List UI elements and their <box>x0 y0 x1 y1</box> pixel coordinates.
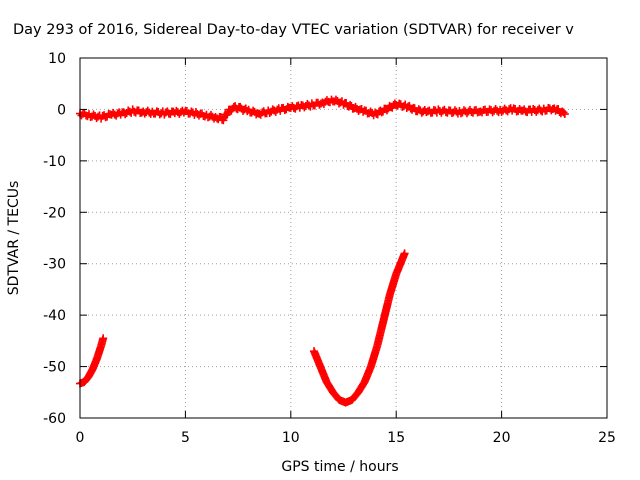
y-tick-label: -60 <box>43 411 66 427</box>
grid <box>80 58 607 418</box>
data-segment <box>309 249 409 407</box>
x-tick-label: 5 <box>181 430 190 446</box>
data-segment <box>76 95 569 125</box>
data-points <box>76 95 569 407</box>
x-tick-label: 20 <box>493 430 511 446</box>
data-segment <box>76 334 108 388</box>
y-tick-label: -40 <box>43 308 66 324</box>
data-point <box>99 334 108 343</box>
y-axis-label: SDTVAR / TECUs <box>6 181 22 296</box>
data-point <box>400 249 409 258</box>
y-tick-label: 0 <box>57 102 66 118</box>
data-point <box>559 108 568 117</box>
x-tick-label: 25 <box>598 430 616 446</box>
ticks <box>79 57 608 419</box>
y-tick-label: -20 <box>43 205 66 221</box>
x-tick-label: 10 <box>282 430 300 446</box>
x-axis-label: GPS time / hours <box>281 459 398 475</box>
chart-title: Day 293 of 2016, Sidereal Day-to-day VTE… <box>13 22 574 38</box>
tick-labels: 0 5 10 15 20 25 10 0 -10 -20 -30 -40 -50 -60 <box>43 51 616 446</box>
y-tick-label: -30 <box>43 257 66 273</box>
plot-frame <box>79 57 608 419</box>
x-tick-label: 0 <box>76 430 85 446</box>
data-point <box>560 110 569 119</box>
y-tick-label: -50 <box>43 360 66 376</box>
y-tick-label: -10 <box>43 154 66 170</box>
data-point <box>222 110 231 119</box>
y-tick-label: 10 <box>48 51 66 67</box>
x-tick-label: 15 <box>387 430 405 446</box>
